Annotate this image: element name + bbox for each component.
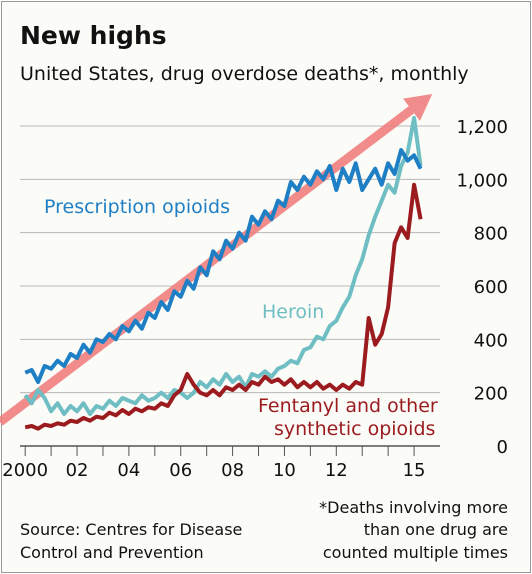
x-tick-label: 06	[169, 460, 192, 481]
series-lines	[23, 116, 423, 431]
footnote-line2: than one drug are	[364, 520, 508, 539]
heroin-label: Heroin	[262, 301, 324, 323]
y-tick-label: 1,200	[456, 117, 508, 138]
footnote-line3: counted multiple times	[323, 543, 508, 562]
y-tick-label: 600	[474, 277, 508, 298]
y-tick-label: 200	[474, 384, 508, 405]
chart-title: New highs	[20, 21, 167, 50]
fentanyl-label-line1: Fentanyl and other	[258, 395, 438, 417]
series-line-heroin	[23, 116, 423, 416]
x-tick-label: 10	[273, 460, 296, 481]
x-axis: 2000 02 04 06 08 10 12 15	[2, 446, 426, 481]
fentanyl-label-line2: synthetic opioids	[274, 418, 435, 440]
y-tick-label: 1,000	[456, 170, 508, 191]
x-tick-label: 2000	[2, 460, 48, 481]
chart-subtitle: United States, drug overdose deaths*, mo…	[20, 63, 469, 85]
x-tick-label: 02	[66, 460, 89, 481]
y-tick-label: 800	[474, 224, 508, 245]
trend-arrow	[0, 94, 433, 426]
x-tick-label: 04	[117, 460, 140, 481]
trend-arrow-head	[403, 94, 433, 121]
trend-arrow-shaft	[0, 106, 415, 426]
source-line1: Source: Centres for Disease	[20, 520, 242, 539]
y-tick-label: 0	[497, 437, 508, 458]
prescription-opioids-label: Prescription opioids	[44, 196, 230, 218]
x-tick-label: 15	[403, 460, 426, 481]
footnote-line1: *Deaths involving more	[319, 498, 508, 517]
y-tick-label: 400	[474, 330, 508, 351]
series-line-fentanyl-and-other-synthetic-opioids	[24, 182, 423, 431]
x-tick-label: 12	[325, 460, 348, 481]
x-tick-label: 08	[221, 460, 244, 481]
y-axis-ticks: 0 200 400 600 800 1,000 1,200	[456, 117, 508, 458]
series-line-prescription-opioids	[24, 148, 423, 384]
source-line2: Control and Prevention	[20, 543, 204, 562]
